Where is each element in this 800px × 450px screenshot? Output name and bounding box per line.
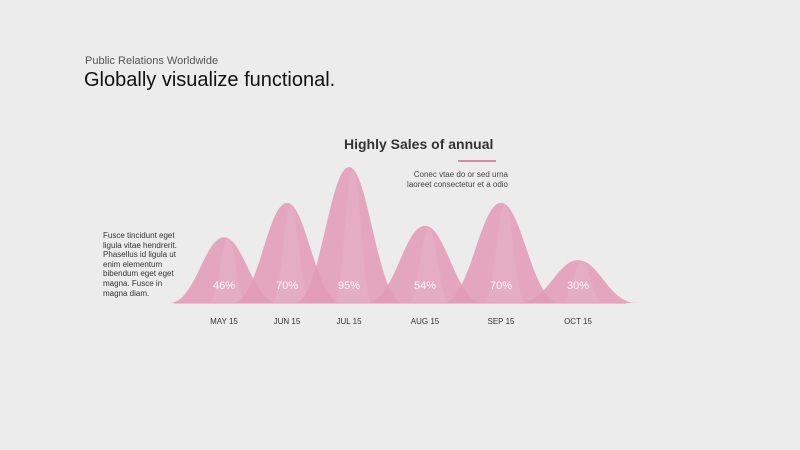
side-note: Fusce tincidunt eget ligula vitae hendre… bbox=[103, 231, 177, 298]
x-tick-label: JUN 15 bbox=[274, 317, 301, 326]
bell-highlight bbox=[561, 260, 603, 303]
data-label: 70% bbox=[490, 280, 512, 292]
data-label: 95% bbox=[338, 280, 360, 292]
data-label: 30% bbox=[567, 280, 589, 292]
x-tick-label: SEP 15 bbox=[488, 317, 516, 326]
data-label: 46% bbox=[213, 280, 235, 292]
deck-subtitle: Public Relations Worldwide bbox=[85, 55, 219, 67]
data-label: 54% bbox=[414, 280, 436, 292]
chart-title-underline bbox=[458, 160, 496, 162]
chart-title: Highly Sales of annual bbox=[344, 136, 494, 152]
bell-mark-jul-15 bbox=[294, 167, 404, 303]
bell-highlight bbox=[484, 204, 526, 303]
data-label: 70% bbox=[276, 280, 298, 292]
bell-highlight bbox=[208, 238, 248, 303]
bell-mark-oct-15 bbox=[519, 260, 637, 303]
bell-mark-aug-15 bbox=[366, 225, 484, 303]
x-tick-label: AUG 15 bbox=[411, 317, 440, 326]
page-title: Globally visualize functional. bbox=[84, 69, 336, 91]
x-tick-label: JUL 15 bbox=[336, 317, 362, 326]
chart-description: Conec vtae do or sed urna laoreet consec… bbox=[407, 170, 508, 189]
bell-mark-sep-15 bbox=[442, 202, 560, 303]
bell-highlight bbox=[408, 227, 450, 303]
bell-highlight bbox=[271, 204, 311, 303]
bell-highlight bbox=[333, 169, 373, 303]
x-tick-label: MAY 15 bbox=[210, 317, 238, 326]
x-tick-label: OCT 15 bbox=[564, 317, 592, 326]
